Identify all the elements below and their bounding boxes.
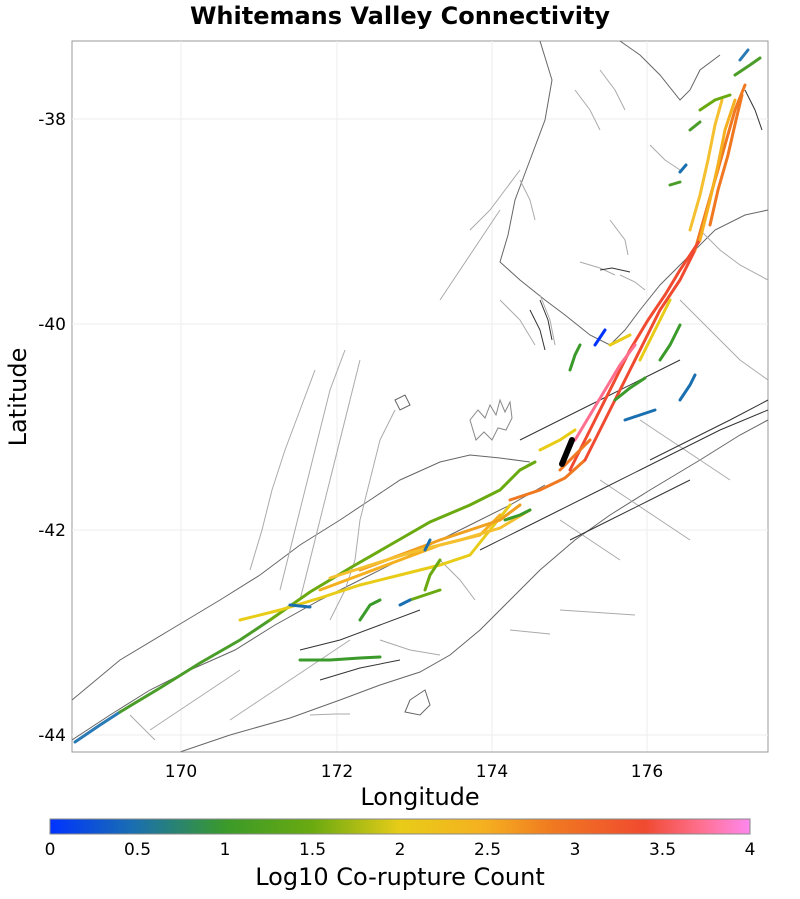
map-title: Whitemans Valley Connectivity [189,2,611,30]
rupture-ruahine [688,98,724,232]
y-tick-label: -40 [38,315,66,335]
rupture-green-east-2 [613,376,647,402]
y-tick-label: -44 [38,726,66,746]
colorbar-tick-label: 2 [395,840,406,860]
y-axis-title: Latitude [4,348,32,447]
colorbar-tick-label: 3 [570,840,581,860]
rupture-blue-east-1 [678,373,697,402]
rupture-orange-wellington [558,438,592,472]
rupture-alpine-south [73,710,122,744]
colorbar-tick-label: 2.5 [474,840,501,860]
rupture-green-ne-2 [688,120,702,132]
rupture-green-south-1 [358,598,382,622]
rupture-blue-east-2 [623,408,657,422]
colorbar-tick-label: 3.5 [649,840,676,860]
colorbar-tick-label: 0.5 [124,840,151,860]
plot-area [71,40,769,753]
sounds-coast [469,398,513,441]
rupture-wellington-mid [583,248,697,462]
rupture-green-upper [668,180,682,187]
colorbar: 0 0.5 1 1.5 2 2.5 3 3.5 4 Log10 Co-rupture Count [45,818,756,891]
rupture-green-kaikoura [298,655,382,662]
x-tick-label: 174 [476,762,508,782]
colorbar-title: Log10 Co-rupture Count [255,863,545,891]
rupture-yellow-small [608,333,632,347]
rupture-green-central [568,343,582,372]
rupture-green-marlborough [503,508,532,522]
background-faults [129,69,768,741]
rupture-blue-upper [678,163,688,174]
colorbar-tick-label: 1 [220,840,231,860]
rupture-northern-tip [738,48,750,62]
colorbar-tick-label: 4 [745,840,756,860]
x-axis: 170 172 174 176 Longitude [72,751,768,811]
y-tick-label: -38 [38,110,66,130]
source-fault-whitemans-valley [559,437,575,467]
rupture-wairau [328,508,532,580]
rupture-blue-kaikoura [288,603,312,609]
colorbar-gradient [49,818,751,835]
rupture-green-south-2 [423,558,442,592]
y-tick-label: -42 [38,521,66,541]
rupture-mohaka [698,98,737,242]
x-axis-title: Longitude [360,783,479,811]
fault-traces [299,89,768,681]
rupture-blue-central [593,328,607,347]
rupture-alpine-north [268,460,537,622]
colorbar-tick-label: 1.5 [299,840,326,860]
x-tick-label: 176 [631,762,663,782]
grid-lines [72,41,768,752]
rupture-wellington-south [508,458,587,502]
rupture-ngamatea [698,93,732,112]
rupture-eastern [638,298,672,362]
rupture-porters [408,588,442,602]
x-tick-label: 172 [321,762,353,782]
rupture-green-east-1 [658,323,682,362]
rupture-blue-south [398,598,412,607]
rupture-alpine-mid [118,618,272,714]
rupture-ne-green [733,56,762,77]
y-axis: -38 -40 -42 -44 Latitude [4,110,66,746]
rupture-ohariu [573,343,637,442]
x-tick-label: 170 [165,762,197,782]
rupture-blue-south-2 [423,538,432,552]
colorbar-tick-label: 0 [45,840,56,860]
rupture-network [73,48,762,744]
rupture-yellow-mid [538,428,577,452]
rupture-kaweka [708,93,744,227]
